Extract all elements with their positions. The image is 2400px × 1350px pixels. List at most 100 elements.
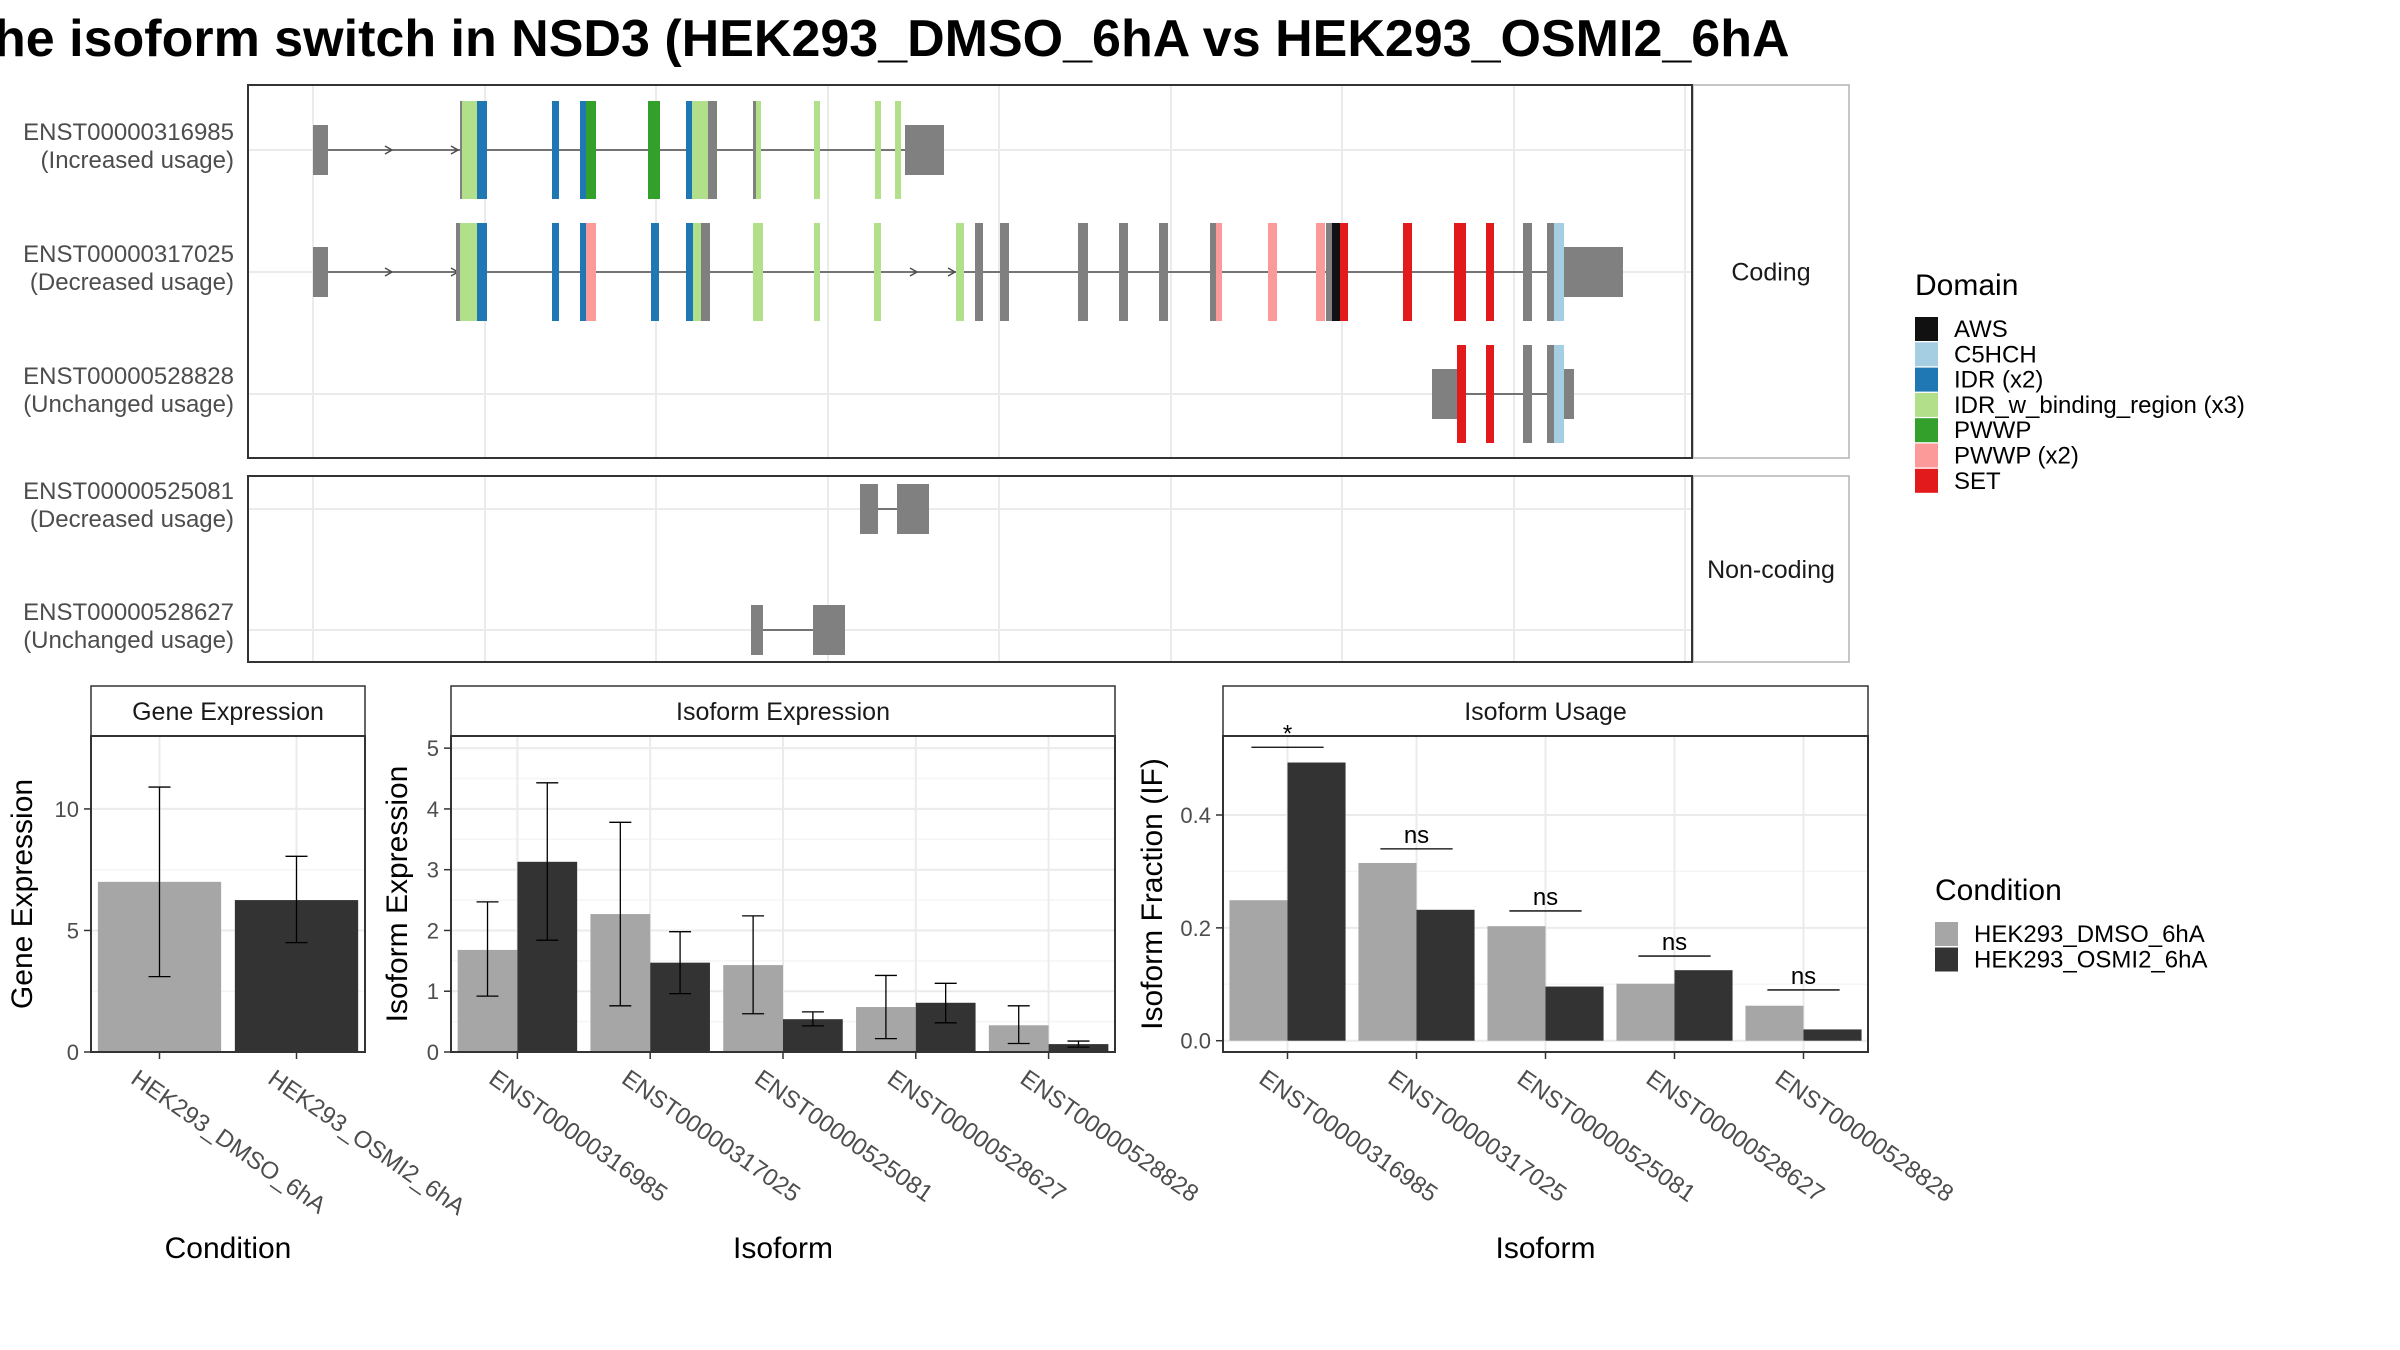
exon: [1119, 223, 1128, 321]
domain-exon: [586, 223, 596, 321]
transcript-id-label: ENST00000528828: [23, 363, 234, 390]
exon: [975, 223, 983, 321]
strand-arrow: [909, 267, 919, 277]
y-tick-label: 0: [427, 1040, 439, 1065]
domain-exon: [580, 101, 588, 199]
exon: [897, 484, 929, 534]
exon: [1564, 247, 1623, 297]
domain-exon: [460, 223, 477, 321]
legend-key: [1915, 367, 1938, 392]
domain-exon: [648, 101, 660, 199]
legend-label: SET: [1954, 468, 2001, 495]
domain-exon: [686, 223, 693, 321]
bar: [1358, 862, 1417, 1041]
domain-exon: [895, 101, 901, 199]
exon: [313, 247, 328, 297]
exon: [751, 605, 763, 655]
legend-label: IDR (x2): [1954, 367, 2043, 394]
panel-title: Gene Expression: [132, 698, 324, 726]
legend-key: [1935, 922, 1958, 946]
domain-exon: [1216, 223, 1222, 321]
x-axis-title: Condition: [165, 1232, 292, 1265]
domain-exon: [700, 101, 708, 199]
panel-border: [247, 84, 1693, 459]
transcript-track: [313, 101, 944, 199]
x-axis-title: Isoform: [733, 1232, 833, 1265]
domain-exon: [1486, 345, 1494, 443]
legend-key: [1915, 342, 1938, 367]
domain-exon: [693, 223, 701, 321]
transcript-track: [1432, 345, 1574, 443]
domain-exon: [477, 101, 487, 199]
transcript-usage-label: (Unchanged usage): [23, 627, 234, 654]
panel-strip: [1222, 685, 1869, 737]
legend-key: [1935, 947, 1958, 972]
legend-label: IDR_w_binding_region (x3): [1954, 392, 2245, 419]
transcript-usage-label: (Unchanged usage): [23, 391, 234, 418]
domain-exon: [874, 223, 881, 321]
exon: [905, 125, 944, 175]
exon: [456, 223, 463, 321]
exon: [1078, 223, 1088, 321]
transcript-usage-label: (Decreased usage): [30, 506, 234, 533]
bar: [1416, 909, 1475, 1041]
exon: [860, 484, 878, 534]
exon: [1210, 223, 1216, 321]
domain-exon: [477, 223, 487, 321]
panel-title: Isoform Usage: [1464, 698, 1627, 726]
y-axis-title: Isoform Expression: [381, 766, 414, 1023]
domain-exon: [1332, 223, 1340, 321]
exon: [1547, 345, 1554, 443]
exon: [1523, 223, 1532, 321]
bar: [1674, 970, 1733, 1041]
legend-key: [1915, 468, 1938, 493]
legend-label: HEK293_DMSO_6hA: [1974, 921, 2205, 948]
strand-arrow: [947, 267, 957, 277]
y-tick-label: 5: [67, 918, 79, 943]
bar: [1545, 986, 1604, 1041]
significance-label: ns: [1791, 963, 1816, 990]
panel-border: [1222, 735, 1869, 1053]
domain-exon: [1340, 223, 1348, 321]
exon: [1432, 369, 1457, 419]
bar: [1616, 983, 1675, 1041]
transcript-id-label: ENST00000525081: [23, 478, 234, 505]
domain-exon: [692, 101, 700, 199]
bar: [1229, 900, 1288, 1041]
exon: [708, 101, 717, 199]
transcript-id-label: ENST00000316985: [23, 119, 234, 146]
domain-exon: [686, 101, 692, 199]
domain-exon: [552, 223, 559, 321]
y-tick-label: 1: [427, 979, 439, 1004]
y-axis-title: Isoform Fraction (IF): [1136, 758, 1169, 1030]
y-tick-label: 2: [427, 918, 439, 943]
facet-strip-label: Coding: [1731, 259, 1810, 287]
y-tick-label: 0: [67, 1040, 79, 1065]
significance-label: *: [1283, 720, 1292, 747]
exon: [1000, 223, 1009, 321]
legend-label: HEK293_OSMI2_6hA: [1974, 947, 2207, 974]
exon: [813, 605, 845, 655]
legend-label: PWWP: [1954, 417, 2031, 444]
isoform-usage-panel: Isoform UsageENST00000316985ENST00000317…: [1136, 685, 1958, 1265]
legend-key: [1915, 317, 1938, 341]
bar: [1803, 1029, 1862, 1041]
isoform-expression-panel: Isoform ExpressionENST00000316985ENST000…: [381, 685, 1203, 1265]
exon: [753, 101, 758, 199]
domain-exon: [1316, 223, 1325, 321]
transcript-track: [751, 605, 845, 655]
exon: [1326, 223, 1332, 321]
transcript-id-label: ENST00000317025: [23, 241, 234, 268]
exon: [1159, 223, 1168, 321]
domain-exon: [875, 101, 881, 199]
panel-strip: [90, 685, 366, 737]
domain-exon: [580, 223, 586, 321]
domain-exon: [956, 223, 964, 321]
legend-title: Condition: [1935, 874, 2062, 907]
transcript-id-label: ENST00000528627: [23, 599, 234, 626]
exon: [1523, 345, 1532, 443]
x-axis-title: Isoform: [1495, 1232, 1595, 1265]
significance-label: ns: [1662, 929, 1687, 956]
